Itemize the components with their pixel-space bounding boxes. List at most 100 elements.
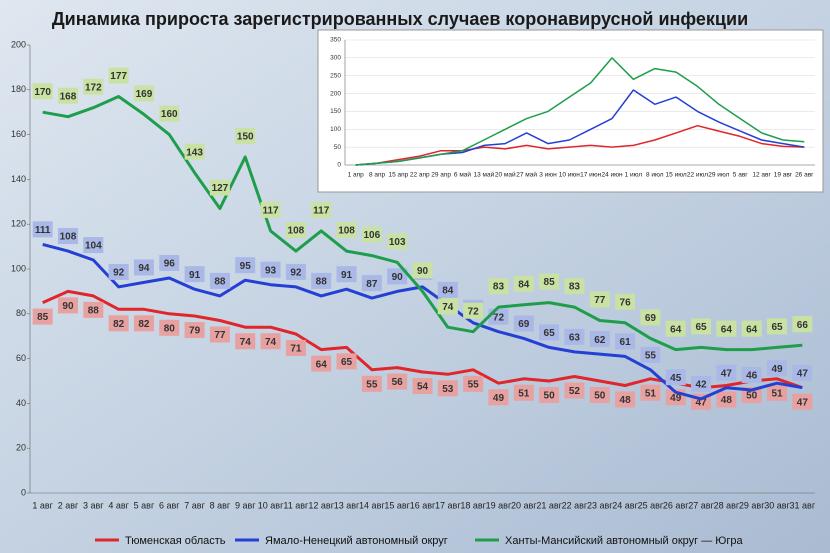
data-label-box	[716, 320, 737, 337]
x-tick-label: 30 авг	[764, 500, 790, 510]
x-tick-label: 6 авг	[159, 500, 180, 510]
data-label: 90	[417, 266, 429, 277]
data-label: 104	[85, 241, 102, 252]
data-label-box	[387, 268, 408, 285]
x-tick-label: 27 авг	[688, 500, 714, 510]
data-label: 169	[136, 89, 153, 100]
x-tick-label: 15 апр	[389, 172, 409, 179]
x-tick-label: 15 авг	[384, 500, 410, 510]
data-label: 111	[35, 225, 51, 236]
data-label: 94	[138, 263, 150, 274]
data-label-box	[767, 384, 788, 401]
x-tick-label: 19 авг	[774, 172, 793, 179]
x-tick-label: 13 май	[473, 171, 494, 179]
data-label-box	[767, 360, 788, 377]
data-label-box	[159, 254, 180, 271]
data-label-box	[336, 266, 357, 283]
data-label: 71	[290, 344, 302, 355]
data-label: 79	[189, 326, 201, 337]
data-label-box	[792, 316, 813, 333]
x-tick-label: 16 авг	[410, 500, 436, 510]
data-label: 93	[265, 265, 277, 276]
data-label: 84	[442, 285, 454, 296]
x-tick-label: 1 авг	[32, 500, 53, 510]
x-tick-label: 18 авг	[460, 500, 486, 510]
data-label: 150	[237, 132, 254, 143]
data-label-box	[792, 364, 813, 381]
y-tick-label: 0	[21, 487, 26, 497]
data-label: 92	[290, 268, 302, 279]
chart-title: Динамика прироста зарегистрированных слу…	[52, 9, 748, 29]
data-label: 168	[60, 91, 77, 102]
data-label-box	[741, 366, 762, 383]
data-label: 64	[721, 324, 733, 335]
data-label: 54	[417, 382, 429, 393]
data-label: 83	[493, 282, 505, 293]
data-label-box	[184, 322, 205, 339]
series-line	[42, 242, 803, 401]
y-tick-label: 120	[11, 219, 26, 229]
y-tick-label: 180	[11, 84, 26, 94]
x-tick-label: 1 апр	[348, 172, 365, 179]
x-tick-label: 8 апр	[369, 172, 386, 179]
data-label-box	[513, 315, 534, 332]
data-label: 72	[493, 312, 505, 323]
x-tick-label: 5 авг	[733, 172, 748, 179]
data-label: 85	[37, 312, 49, 323]
data-label: 55	[366, 379, 378, 390]
data-label: 50	[544, 391, 556, 402]
data-label: 90	[392, 272, 404, 283]
data-label-box	[83, 301, 104, 318]
data-label: 53	[442, 384, 454, 395]
data-label-box	[133, 315, 154, 332]
x-tick-label: 29 апр	[431, 172, 451, 179]
data-label-box	[57, 228, 78, 245]
data-label: 42	[695, 380, 707, 391]
data-label: 88	[88, 306, 100, 317]
data-label-box	[311, 355, 332, 372]
data-label: 50	[746, 391, 758, 402]
data-label: 50	[594, 391, 606, 402]
data-label-box	[235, 128, 256, 144]
data-label: 88	[214, 277, 226, 288]
data-label: 108	[60, 232, 77, 243]
y-tick-label: 40	[16, 398, 26, 408]
data-label-box	[32, 83, 53, 100]
data-label: 47	[797, 368, 809, 379]
series-line	[42, 95, 803, 352]
data-label: 85	[544, 277, 556, 288]
data-label-box	[361, 226, 382, 243]
data-label-box	[336, 222, 357, 239]
data-label: 84	[518, 279, 530, 290]
data-label-box	[235, 333, 256, 350]
y-tick-label: 350	[330, 37, 341, 44]
y-tick-label: 60	[16, 353, 26, 363]
data-label: 91	[341, 270, 353, 281]
data-label: 55	[468, 379, 480, 390]
x-tick-label: 21 авг	[536, 500, 562, 510]
data-label: 56	[392, 377, 404, 388]
data-label: 65	[695, 322, 707, 333]
x-tick-label: 13 авг	[334, 500, 360, 510]
data-label: 69	[645, 313, 657, 324]
x-tick-label: 24 июн	[601, 172, 623, 179]
data-label-box	[640, 384, 661, 401]
data-label: 103	[389, 237, 406, 248]
data-label-box	[539, 324, 560, 341]
x-tick-label: 10 авг	[258, 500, 284, 510]
x-tick-label: 8 авг	[210, 500, 231, 510]
data-label: 55	[645, 350, 657, 361]
data-label-box	[260, 333, 281, 350]
data-label-box	[184, 266, 205, 283]
data-label: 77	[594, 295, 606, 306]
data-label: 160	[161, 109, 178, 120]
data-label-box	[463, 375, 484, 392]
x-tick-label: 28 авг	[714, 500, 740, 510]
x-tick-label: 27 май	[516, 171, 537, 179]
x-tick-label: 9 авг	[235, 500, 256, 510]
data-label: 47	[695, 397, 707, 408]
data-label: 51	[645, 388, 657, 399]
y-tick-label: 140	[11, 174, 26, 184]
data-label: 66	[797, 320, 809, 331]
data-label: 64	[746, 324, 758, 335]
